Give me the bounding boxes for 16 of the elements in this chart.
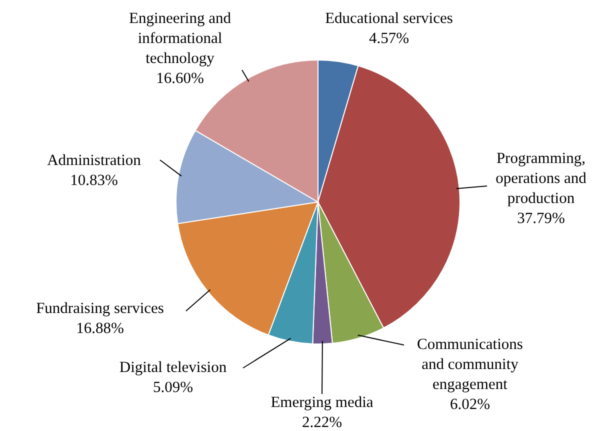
slice-label: Communications and community engagement	[417, 336, 523, 393]
slice-label: Programming, operations and production	[496, 150, 587, 207]
data-label: 16.60%	[156, 70, 204, 87]
data-label: 6.02%	[450, 396, 490, 413]
data-label: 2.22%	[302, 414, 342, 431]
data-label: 16.88%	[76, 320, 124, 337]
data-label: 5.09%	[152, 379, 194, 396]
data-label: 37.79%	[517, 210, 565, 227]
slice-label: Emerging media	[270, 394, 374, 411]
slice-label: Administration	[47, 152, 142, 169]
slice-label: Engineering and informational technology	[128, 10, 232, 67]
data-label: 10.83%	[70, 172, 118, 189]
slice-label: Digital television	[119, 359, 227, 376]
slice-label: Educational services	[325, 10, 453, 27]
data-label: 4.57%	[368, 30, 410, 47]
slice-label: Fundraising services	[36, 300, 164, 317]
